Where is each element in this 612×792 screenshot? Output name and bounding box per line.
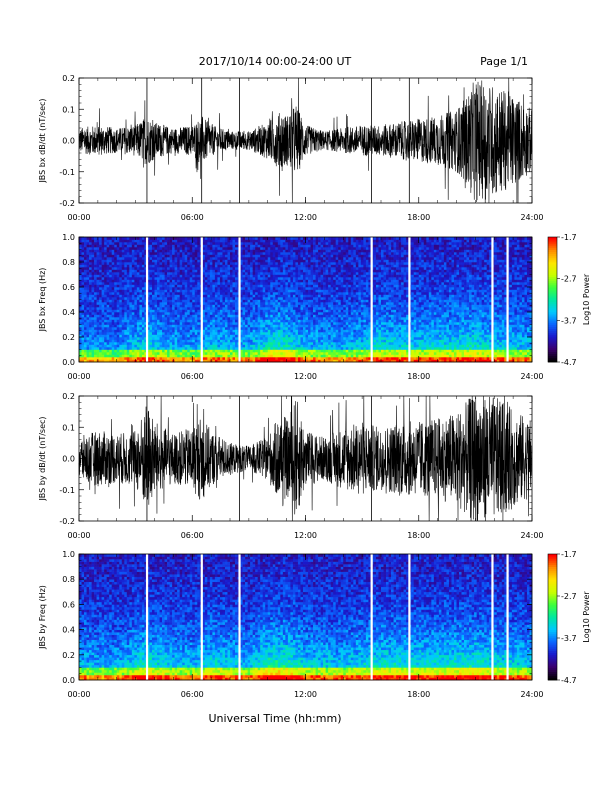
y-tick-label: 0.0 (62, 358, 75, 367)
x-tick-label: 24:00 (520, 690, 543, 699)
y-axis-label: JBS bx Freq (Hz) (38, 268, 47, 333)
data-gap-5 (408, 554, 411, 680)
date-range-title: 2017/10/14 00:00-24:00 UT (199, 55, 352, 68)
colorbar-frame (547, 236, 558, 363)
spectrogram-cells (79, 237, 533, 363)
x-tick-label: 12:00 (294, 531, 317, 540)
data-gap-7 (506, 237, 509, 362)
data-gap-6 (491, 554, 494, 680)
panel-3: 0.2 0.1 0.0 -0.1 -0.2 00:00 06:00 12:00 18:00 24:… (38, 392, 544, 540)
data-gap-1 (145, 554, 149, 680)
x-tick-label: 24:00 (520, 372, 543, 381)
x-tick-label: 12:00 (294, 372, 317, 381)
x-tick-label: 00:00 (67, 372, 90, 381)
data-gap-2 (200, 237, 203, 362)
x-tick-label: 12:00 (294, 690, 317, 699)
colorbar-tick-label: -3.7 (561, 316, 577, 325)
x-axis-title: Universal Time (hh:mm) (209, 712, 342, 725)
y-tick-label: 0.2 (62, 651, 75, 660)
y-tick-label: -0.2 (59, 199, 75, 208)
panel-4: -1.7 -2.7 -3.7 -4.7 Log10 Power 1.0 0.8 0.6 0.4 0… (38, 550, 591, 699)
y-tick-label: 0.2 (62, 74, 75, 83)
y-tick-label: 1.0 (62, 550, 75, 559)
x-tick-label: 06:00 (181, 372, 204, 381)
colorbar-tick-label: -2.7 (561, 275, 577, 284)
y-tick-label: 0.0 (62, 137, 75, 146)
colorbar-tick-label: -3.7 (561, 634, 577, 643)
data-gap-3 (238, 237, 241, 362)
data-gap-2 (200, 554, 203, 680)
y-tick-label: 0.0 (62, 455, 75, 464)
y-tick-label: 0.2 (62, 333, 75, 342)
y-axis-label: JBS by dB/dt (nT/sec) (38, 416, 47, 501)
signal-trace (78, 77, 533, 204)
y-tick-label: 0.2 (62, 392, 75, 401)
colorbar-label: Log10 Power (582, 591, 591, 643)
data-gap-4 (370, 237, 373, 362)
y-tick-label: 0.6 (62, 283, 75, 292)
y-axis-label: JBS by Freq (Hz) (38, 585, 47, 650)
colorbar-label: Log10 Power (582, 273, 591, 325)
spectrogram-cells (79, 554, 533, 681)
signal-trace (78, 395, 533, 522)
y-tick-label: -0.2 (59, 517, 75, 526)
colorbar: -1.7 -2.7 -3.7 -4.7 Log10 Power (547, 550, 591, 685)
colorbar-tick-label: -2.7 (561, 592, 577, 601)
panel-2: -1.7 -2.7 -3.7 -4.7 Log10 Power 1.0 0.8 0.6 0.4 0… (38, 233, 591, 381)
data-gap-6 (491, 237, 494, 362)
colorbar-tick-label: -1.7 (561, 550, 577, 559)
y-tick-label: 0.0 (62, 676, 75, 685)
y-tick-label: 1.0 (62, 233, 75, 242)
y-tick-label: 0.4 (62, 626, 75, 635)
panel-1: 0.2 0.1 0.0 -0.1 -0.2 00:00 06:00 12:00 18:00 24:… (38, 74, 544, 222)
colorbar-tick-label: -1.7 (561, 233, 577, 242)
x-tick-label: 18:00 (407, 531, 430, 540)
page-indicator: Page 1/1 (480, 55, 528, 68)
colorbar-frame (547, 553, 558, 681)
data-gap-5 (408, 237, 411, 362)
x-tick-label: 18:00 (407, 213, 430, 222)
colorbar-tick-label: -4.7 (561, 676, 577, 685)
y-tick-label: 0.4 (62, 308, 75, 317)
y-tick-label: 0.1 (62, 105, 75, 114)
data-gap-1 (145, 237, 149, 362)
x-tick-label: 06:00 (181, 531, 204, 540)
colorbar-tick-label: -4.7 (561, 358, 577, 367)
x-tick-label: 18:00 (407, 690, 430, 699)
y-tick-label: 0.6 (62, 600, 75, 609)
y-tick-label: 0.1 (62, 423, 75, 432)
y-tick-label: 0.8 (62, 575, 75, 584)
y-tick-label: 0.8 (62, 258, 75, 267)
y-axis-label: JBS bx dB/dt (nT/sec) (38, 98, 47, 183)
x-tick-label: 06:00 (181, 690, 204, 699)
x-tick-label: 00:00 (67, 690, 90, 699)
data-gap-4 (370, 554, 373, 680)
x-tick-label: 12:00 (294, 213, 317, 222)
x-tick-label: 00:00 (67, 213, 90, 222)
y-tick-label: -0.1 (59, 168, 75, 177)
x-tick-label: 06:00 (181, 213, 204, 222)
data-gap-3 (238, 554, 241, 680)
x-tick-label: 24:00 (520, 213, 543, 222)
y-tick-label: -0.1 (59, 486, 75, 495)
x-tick-label: 24:00 (520, 531, 543, 540)
x-tick-label: 00:00 (67, 531, 90, 540)
panels: 0.2 0.1 0.0 -0.1 -0.2 00:00 06:00 12:00 18:00 24:… (38, 74, 591, 699)
data-gap-7 (506, 554, 509, 680)
colorbar: -1.7 -2.7 -3.7 -4.7 Log10 Power (547, 233, 591, 367)
x-tick-label: 18:00 (407, 372, 430, 381)
